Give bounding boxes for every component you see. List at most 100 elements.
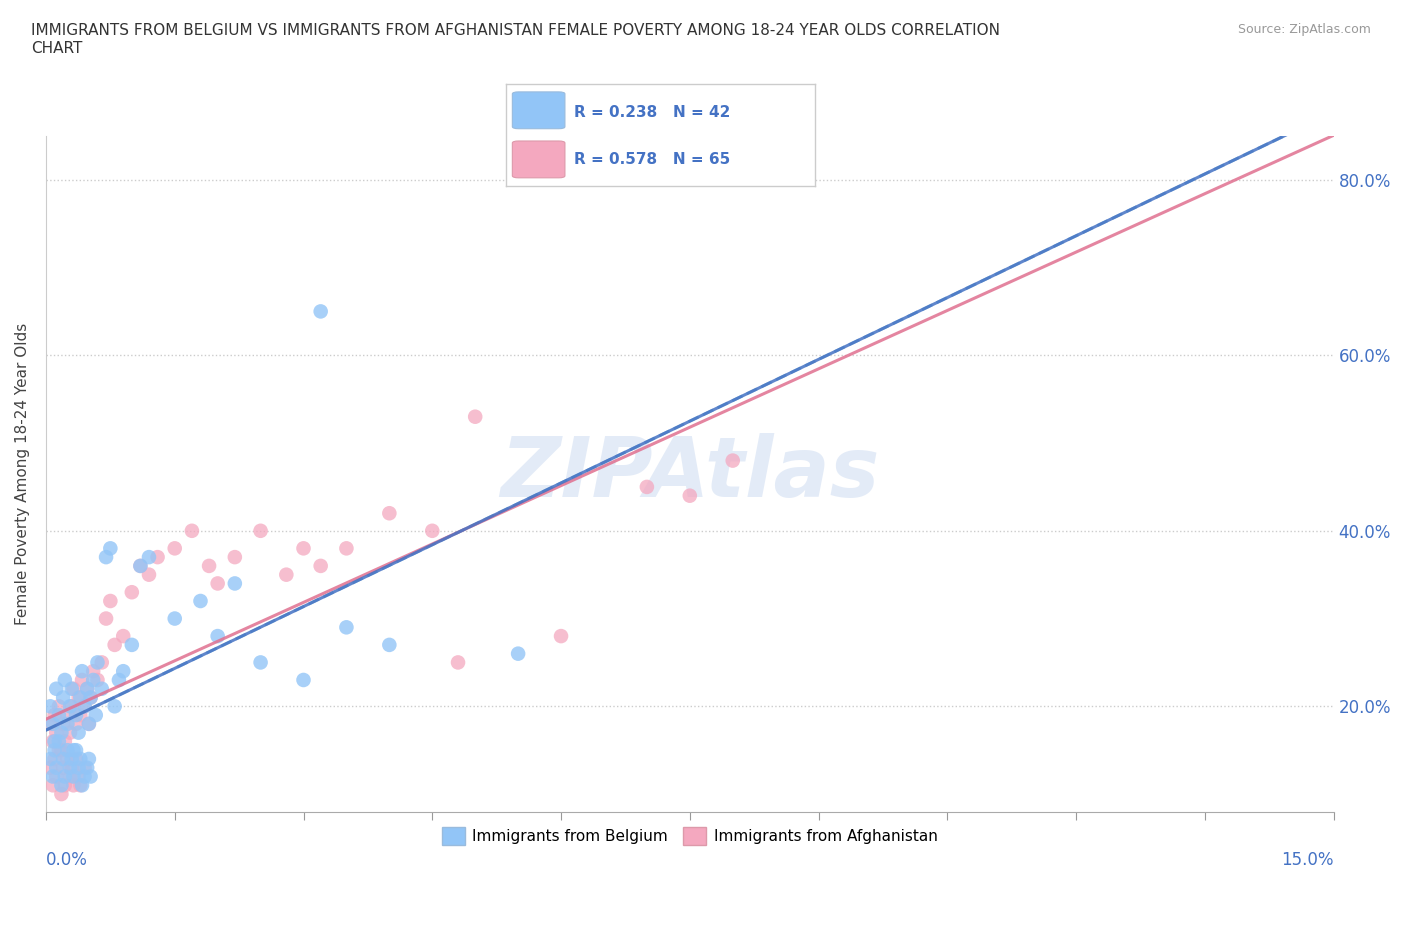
Point	[207, 629, 229, 644]
Point	[224, 576, 246, 591]
Point	[70, 672, 93, 687]
Point	[65, 708, 87, 723]
Point	[76, 682, 98, 697]
Point	[138, 550, 160, 565]
Point	[190, 593, 212, 608]
Point	[335, 541, 357, 556]
Point	[73, 698, 96, 713]
Point	[104, 698, 127, 713]
Point	[98, 541, 121, 556]
Point	[39, 751, 62, 766]
Point	[69, 690, 91, 705]
Point	[65, 751, 87, 766]
Point	[52, 751, 75, 766]
Point	[44, 734, 66, 749]
Point	[53, 672, 76, 687]
Point	[636, 480, 658, 495]
Point	[42, 734, 65, 749]
Point	[112, 629, 135, 644]
Point	[60, 698, 83, 713]
Point	[94, 611, 117, 626]
Point	[224, 550, 246, 565]
Point	[180, 524, 202, 538]
Point	[207, 576, 229, 591]
Point	[44, 743, 66, 758]
Point	[146, 550, 169, 565]
Point	[309, 304, 332, 319]
Point	[42, 769, 65, 784]
Point	[52, 761, 75, 776]
FancyBboxPatch shape	[512, 92, 565, 128]
Point	[86, 672, 108, 687]
Text: IMMIGRANTS FROM BELGIUM VS IMMIGRANTS FROM AFGHANISTAN FEMALE POVERTY AMONG 18-2: IMMIGRANTS FROM BELGIUM VS IMMIGRANTS FR…	[31, 23, 1000, 56]
Point	[53, 734, 76, 749]
Point	[52, 690, 75, 705]
Point	[60, 682, 83, 697]
Text: 0.0%: 0.0%	[46, 851, 87, 869]
Point	[65, 743, 87, 758]
Text: Source: ZipAtlas.com: Source: ZipAtlas.com	[1237, 23, 1371, 36]
Text: R = 0.578   N = 65: R = 0.578 N = 65	[574, 152, 731, 166]
Point	[51, 725, 73, 740]
Point	[39, 761, 62, 776]
Point	[48, 734, 70, 749]
Point	[679, 488, 702, 503]
Point	[82, 664, 104, 679]
Point	[53, 777, 76, 792]
Point	[56, 716, 79, 731]
Point	[56, 751, 79, 766]
Point	[69, 751, 91, 766]
Point	[94, 550, 117, 565]
Point	[42, 777, 65, 792]
Point	[42, 716, 65, 731]
Point	[108, 672, 131, 687]
Point	[59, 698, 82, 713]
Point	[129, 558, 152, 573]
Point	[44, 751, 66, 766]
Point	[45, 682, 67, 697]
Point	[292, 541, 315, 556]
Point	[464, 409, 486, 424]
Point	[48, 698, 70, 713]
Point	[56, 708, 79, 723]
Point	[76, 761, 98, 776]
Point	[73, 698, 96, 713]
Point	[721, 453, 744, 468]
Point	[62, 769, 84, 784]
Point	[138, 567, 160, 582]
Point	[90, 682, 112, 697]
Point	[378, 637, 401, 652]
Point	[163, 541, 186, 556]
Point	[69, 708, 91, 723]
Point	[276, 567, 298, 582]
Text: R = 0.238   N = 42: R = 0.238 N = 42	[574, 105, 731, 120]
Point	[48, 708, 70, 723]
Point	[69, 777, 91, 792]
Point	[51, 777, 73, 792]
Point	[77, 716, 100, 731]
Point	[309, 558, 332, 573]
Point	[52, 716, 75, 731]
Point	[39, 716, 62, 731]
Point	[77, 751, 100, 766]
Point	[77, 716, 100, 731]
Point	[67, 725, 90, 740]
Point	[292, 672, 315, 687]
Point	[39, 698, 62, 713]
Point	[59, 761, 82, 776]
FancyBboxPatch shape	[512, 141, 565, 178]
Point	[79, 690, 101, 705]
Point	[67, 769, 90, 784]
Point	[59, 725, 82, 740]
Point	[90, 655, 112, 670]
Point	[65, 716, 87, 731]
Legend: Immigrants from Belgium, Immigrants from Afghanistan: Immigrants from Belgium, Immigrants from…	[436, 820, 943, 851]
Point	[60, 761, 83, 776]
Point	[76, 682, 98, 697]
Text: ZIPAtlas: ZIPAtlas	[501, 433, 880, 514]
Point	[53, 769, 76, 784]
Point	[56, 743, 79, 758]
Point	[59, 769, 82, 784]
Point	[51, 743, 73, 758]
Point	[79, 769, 101, 784]
